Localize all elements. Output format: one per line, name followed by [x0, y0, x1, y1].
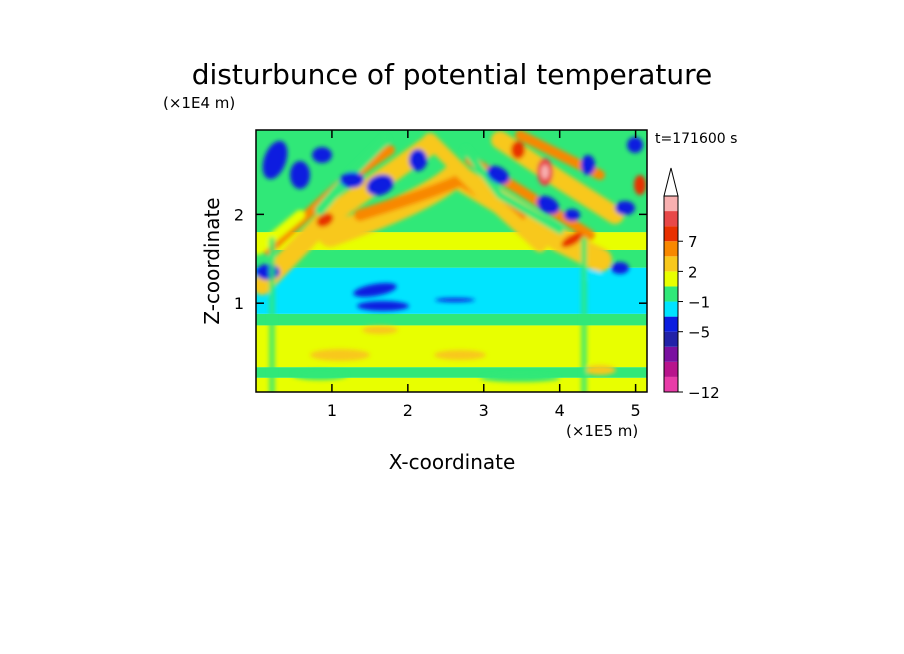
colorbar-swatch — [664, 316, 678, 332]
colorbar-swatch — [664, 226, 678, 242]
colorbar-tick-label: −12 — [688, 384, 720, 402]
colorbar-tick-label: −1 — [688, 294, 710, 312]
colorbar-tick-label: 2 — [688, 263, 698, 281]
x-axis: 1 2 3 4 5 — [327, 130, 641, 420]
colorbar-extend-arrow — [663, 167, 679, 197]
x-tick-label: 4 — [555, 401, 565, 420]
colorbar-swatch — [664, 361, 678, 377]
colorbar: 7 2 −1 −5 −12 — [663, 167, 720, 402]
colorbar-swatch — [664, 376, 678, 392]
colorbar-swatch — [664, 346, 678, 362]
colorbar-swatch — [664, 196, 678, 212]
time-label: t=171600 s — [655, 131, 737, 147]
colorbar-swatch — [664, 241, 678, 257]
heatmap-field — [256, 130, 647, 392]
colorbar-tick-label: 7 — [688, 233, 698, 251]
y-tick-label: 1 — [234, 294, 244, 313]
y-axis: 12 — [234, 205, 647, 313]
x-tick-label: 5 — [631, 401, 641, 420]
y-axis-label: Z-coordinate — [200, 197, 224, 324]
colorbar-swatch — [664, 256, 678, 272]
colorbar-tick-label: −5 — [688, 324, 710, 342]
y-tick-label: 2 — [234, 205, 244, 224]
x-scale-note: (×1E5 m) — [566, 422, 638, 440]
field-anomalies — [256, 130, 646, 392]
plot-frame — [255, 129, 648, 393]
x-tick-label: 2 — [403, 401, 413, 420]
y-scale-note: (×1E4 m) — [163, 94, 235, 112]
colorbar-swatch — [664, 211, 678, 227]
colorbar-swatch — [664, 331, 678, 347]
x-tick-label: 1 — [327, 401, 337, 420]
colorbar-swatch — [664, 301, 678, 317]
colorbar-swatch — [664, 286, 678, 302]
x-tick-label: 3 — [479, 401, 489, 420]
chart-title: disturbunce of potential temperature — [192, 58, 713, 91]
colorbar-swatch — [664, 271, 678, 287]
x-axis-label: X-coordinate — [389, 450, 516, 474]
